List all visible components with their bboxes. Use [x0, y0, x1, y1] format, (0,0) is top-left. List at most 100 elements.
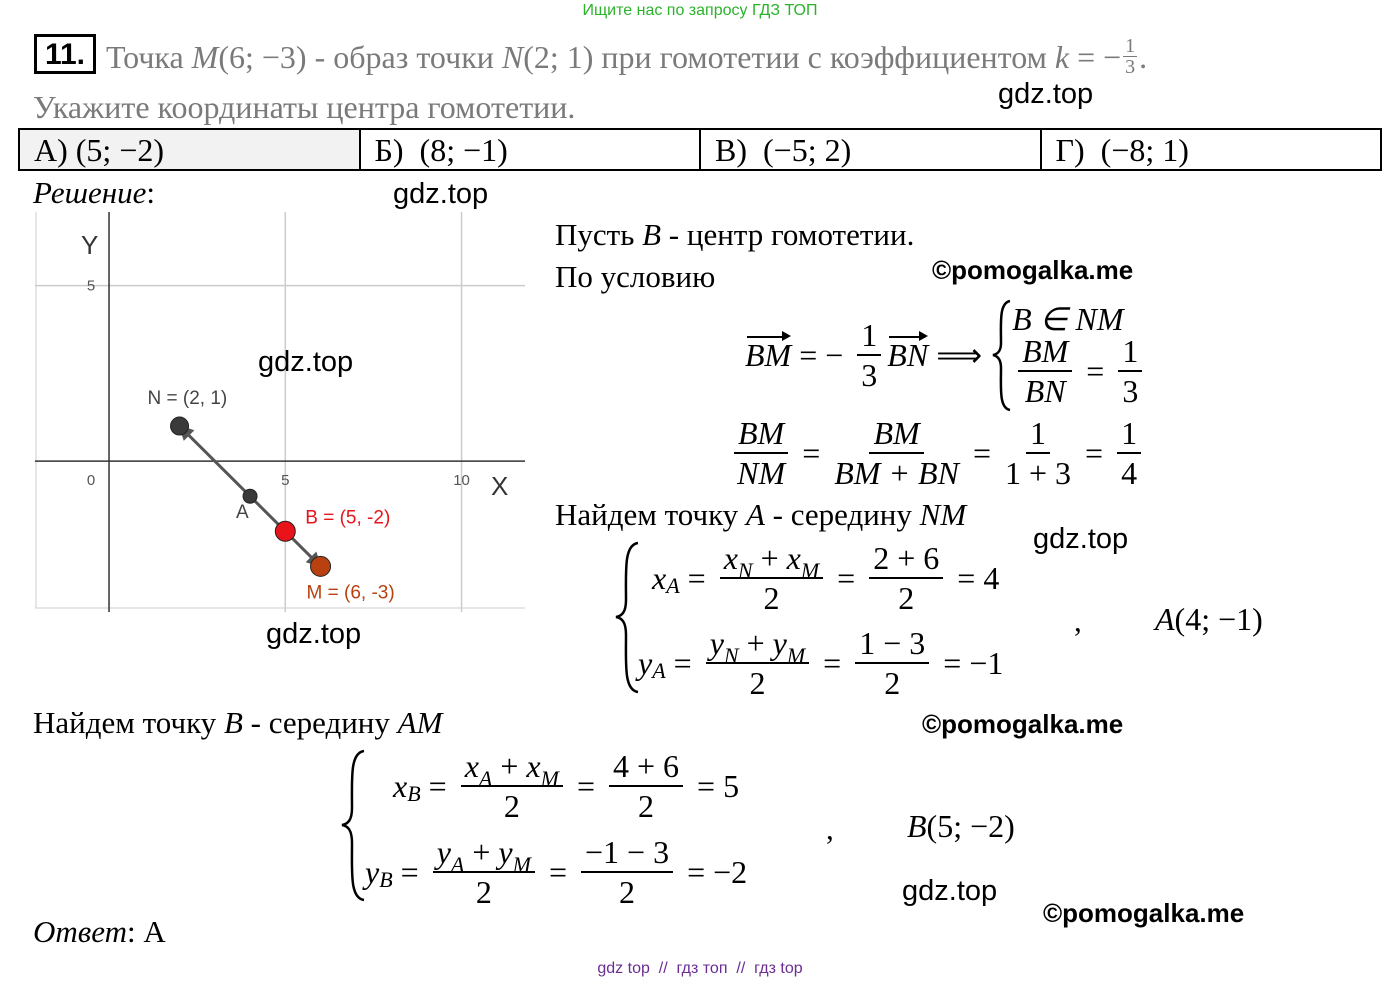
text-line: Найдем точку A - середину NM — [555, 499, 966, 530]
numerator: BM — [734, 417, 789, 454]
math-text: = − — [799, 337, 844, 373]
math-text: 1 — [1121, 415, 1138, 451]
numerator: 1 — [857, 317, 882, 356]
math-text: B ∈ NM — [1012, 301, 1124, 337]
math-text: BM — [873, 415, 920, 451]
math-text: 2 — [763, 580, 780, 616]
math-text: = −1 — [943, 645, 1004, 681]
math-text: 1 − 3 — [859, 625, 926, 661]
numerator: 1 − 3 — [855, 625, 930, 664]
watermark: gdz.top — [902, 875, 998, 907]
math-text: = 4 — [957, 560, 1000, 596]
math-text: x — [786, 540, 801, 576]
point — [242, 488, 258, 504]
text: A — [745, 497, 765, 532]
x-tick-label: 5 — [281, 472, 289, 489]
math-text: = — [837, 560, 856, 596]
math-text: BN — [1024, 373, 1066, 409]
numerator: 2 + 6 — [869, 540, 944, 579]
text: : А — [126, 914, 166, 949]
math-text: + — [738, 625, 773, 661]
math-text: 2 — [749, 665, 766, 701]
math-text: 2 — [475, 874, 492, 910]
math-text: A — [652, 658, 666, 683]
denominator: 2 — [763, 579, 779, 614]
text-line: По условию — [555, 259, 716, 294]
text: M — [191, 38, 219, 75]
math-text: y — [638, 645, 653, 681]
denominator: NM — [737, 454, 785, 489]
text: = − — [1069, 38, 1122, 75]
condition-list: B ∈ NM BM BN = 1 3 — [1012, 303, 1148, 407]
fraction: BM BN — [1018, 335, 1073, 407]
math-text: M — [800, 558, 820, 583]
denominator: 1 + 3 — [1005, 454, 1071, 489]
math-text: = — [802, 435, 821, 471]
denominator: BN — [1025, 372, 1066, 407]
result: B (5; −2) — [907, 810, 1015, 842]
math-text: y — [772, 625, 787, 661]
text: k — [1054, 38, 1070, 75]
math-text: 2 — [884, 665, 901, 701]
math-text: 2 + 6 — [873, 540, 940, 576]
math-text: BN — [887, 331, 929, 373]
text: Решение — [33, 175, 147, 210]
numerator: BM — [869, 415, 924, 454]
text: (6; −3) - образ точки — [218, 38, 502, 75]
condition: B ∈ NM — [1012, 303, 1148, 335]
text: (2; 1) при гомотетии с коэффициентом — [523, 38, 1055, 75]
option: Г) (−8; 1) — [1039, 128, 1382, 171]
math-text: A — [666, 573, 680, 598]
solution-heading: Решение: — [33, 177, 155, 208]
text: B — [223, 705, 243, 740]
brace — [615, 541, 639, 694]
point-label: N = (2, 1) — [148, 388, 228, 409]
text: A — [1155, 601, 1175, 637]
result: A (4; −1) — [1155, 603, 1263, 635]
math-text: B — [379, 867, 393, 892]
math-text: −1 − 3 — [584, 834, 670, 870]
denominator: 2 — [504, 787, 520, 822]
math-text: 1 + 3 — [1004, 455, 1072, 491]
math-text: M — [540, 766, 559, 791]
math-text: N — [737, 558, 753, 583]
math-text: x — [464, 748, 479, 784]
numerator: 4 + 6 — [608, 748, 684, 787]
math-text: y — [498, 834, 513, 870]
brace-path — [992, 299, 1011, 411]
text: - центр гомотетии. — [661, 217, 915, 252]
numerator: 1 — [1118, 335, 1143, 372]
problem-number: 11. — [34, 34, 96, 74]
math-text: 4 + 6 — [612, 748, 680, 784]
text: B — [907, 808, 927, 844]
denominator: 2 — [619, 873, 635, 908]
numerator: 1 — [1123, 35, 1138, 57]
math-text: 2 — [503, 788, 520, 824]
watermark: gdz.top — [266, 618, 362, 650]
graph: 5 10 5 0 X Y N = (2, 1) A B = (5, -2) M = (6, -3) — [35, 212, 525, 612]
math-text: = — [576, 768, 595, 804]
math-text: A — [478, 766, 493, 791]
math-text: 3 — [861, 357, 878, 393]
option: Б) (8; −1) — [358, 128, 701, 171]
math-text: = — [548, 854, 567, 890]
math-text: = 5 — [697, 768, 740, 804]
math-text: 1 — [861, 317, 878, 353]
point — [310, 555, 332, 577]
math-text: y — [709, 625, 724, 661]
y-tick-label: 5 — [87, 278, 95, 295]
math-text: y — [365, 854, 380, 890]
text: : — [146, 175, 155, 210]
math-text: x — [652, 560, 667, 596]
